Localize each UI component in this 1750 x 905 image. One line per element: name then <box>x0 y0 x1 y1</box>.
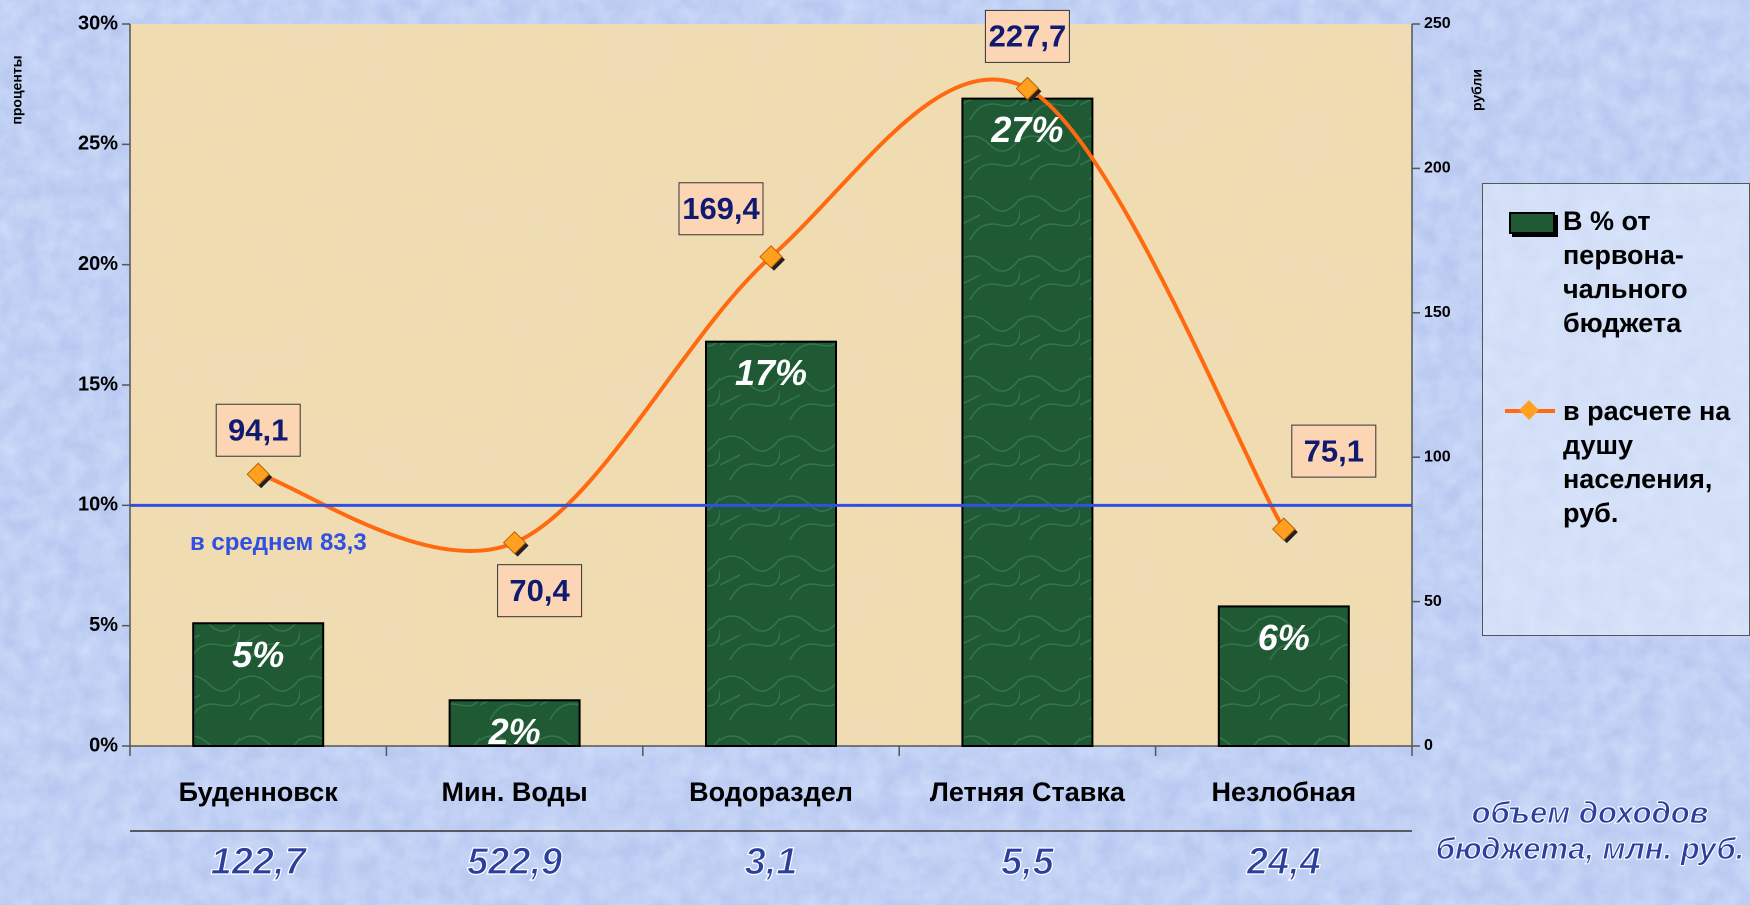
line-label-box <box>1291 424 1377 478</box>
y-axis-label: проценты <box>9 55 25 124</box>
bottom-row-title: объем доходов бюджета, млн. руб. <box>1435 795 1745 867</box>
legend-symbol <box>1505 394 1555 428</box>
bar-value-label: 27% <box>990 109 1063 150</box>
y2-axis-label: рубли <box>1469 69 1485 111</box>
marker <box>759 245 783 269</box>
y2-tick-label: 150 <box>1424 304 1451 321</box>
bar-value-label: 6% <box>1258 617 1310 658</box>
y2-tick-label: 200 <box>1424 160 1451 177</box>
line-value-label: 227,7 <box>989 19 1067 54</box>
y2-tick-label: 50 <box>1424 593 1442 610</box>
x-tick-label: Мин. Воды <box>441 777 587 807</box>
line-value-label: 169,4 <box>682 191 760 226</box>
legend-item: В % от первона-чального бюджета <box>1505 204 1738 340</box>
bar <box>961 97 1094 747</box>
line <box>257 77 1286 553</box>
legend-symbol <box>1505 204 1555 238</box>
y-tick-label: 25% <box>78 133 118 155</box>
line-value-label: 70,4 <box>509 573 570 608</box>
y-tick-label: 30% <box>78 12 118 34</box>
line-label-box <box>678 182 764 236</box>
line-label-box <box>215 403 301 457</box>
bottom-row-value: 3,1 <box>745 841 798 883</box>
y-tick-label: 5% <box>89 614 118 636</box>
bar <box>448 699 581 747</box>
bar-value-label: 5% <box>232 634 284 675</box>
marker <box>1015 76 1040 101</box>
chart-body: 0% 5% 10% 15% 20% 25% 30% 0 50 100 150 200 250 Буденн… <box>78 9 1451 884</box>
average-label: в среднем 83,3 <box>190 529 367 556</box>
bar <box>192 622 325 748</box>
bar-value-label: 17% <box>735 352 807 393</box>
x-tick-label: Летняя Ставка <box>930 777 1126 807</box>
bottom-row-value: 522,9 <box>467 841 562 883</box>
bottom-row-value: 24,4 <box>1246 841 1321 883</box>
y2-tick-label: 0 <box>1424 737 1433 754</box>
line-value-label: 75,1 <box>1304 433 1364 468</box>
legend-label: в расчете на душу населения, руб. <box>1563 396 1731 528</box>
y-tick-label: 0% <box>89 734 118 756</box>
bottom-row-value: 5,5 <box>1001 841 1055 883</box>
marker <box>1272 517 1296 541</box>
legend: В % от первона-чального бюджета в расчете… <box>1482 183 1750 636</box>
x-tick-label: Водораздел <box>689 777 853 807</box>
x-tick-label: Незлобная <box>1211 777 1356 807</box>
bar <box>1217 605 1350 747</box>
y-tick-label: 20% <box>78 253 118 275</box>
x-tick-label: Буденновск <box>179 777 339 807</box>
line-label-box <box>497 564 583 618</box>
y-tick-label: 10% <box>78 494 118 516</box>
bar <box>705 340 837 747</box>
legend-label: В % от первона-чального бюджета <box>1563 206 1688 338</box>
line-value-label: 94,1 <box>228 412 288 447</box>
marker <box>246 462 270 486</box>
line-label-box <box>984 9 1070 63</box>
y-tick-label: 15% <box>78 373 118 395</box>
legend-item: в расчете на душу населения, руб. <box>1505 394 1738 530</box>
bottom-row-value: 122,7 <box>211 841 308 883</box>
y2-tick-label: 100 <box>1424 448 1451 465</box>
y2-tick-label: 250 <box>1424 15 1451 32</box>
bar-value-label: 2% <box>488 711 541 752</box>
marker <box>502 530 527 555</box>
